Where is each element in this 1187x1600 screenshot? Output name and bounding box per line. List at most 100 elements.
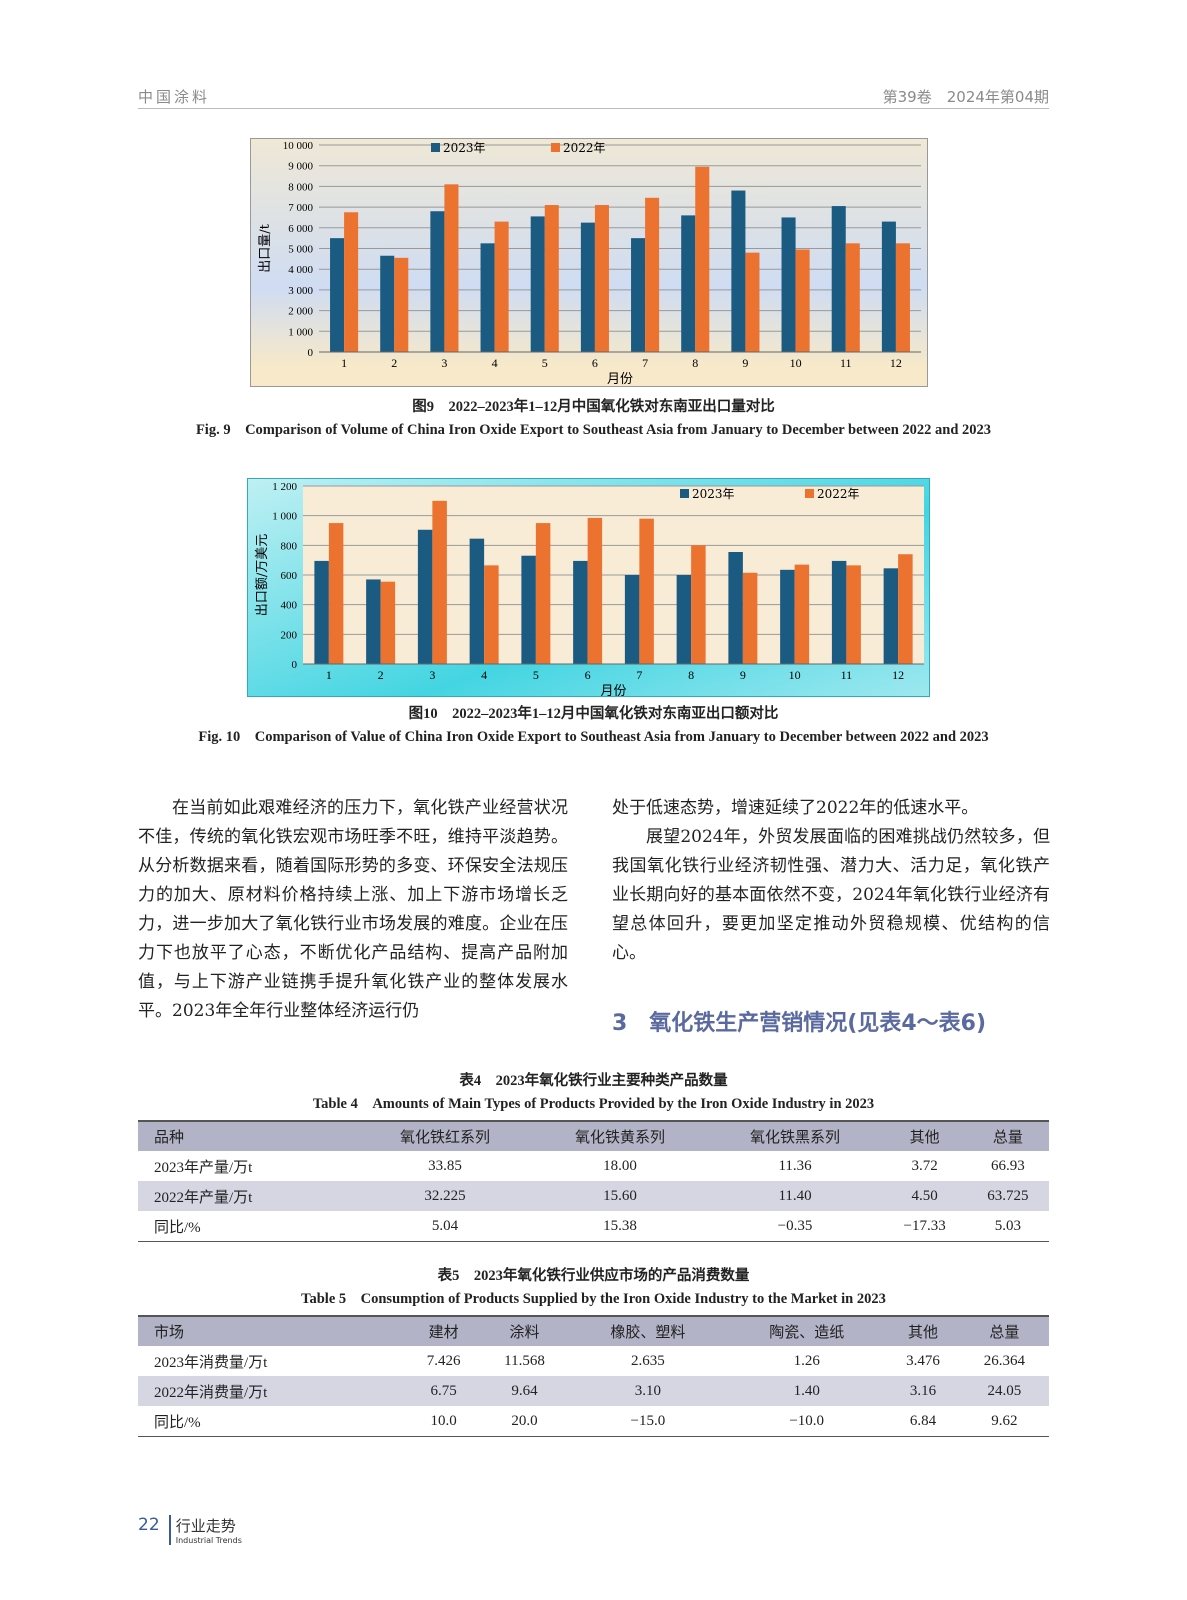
fig9-title-en: Fig. 9 Comparison of Volume of China Iro… <box>195 422 992 438</box>
bar-2023年-7 <box>631 238 646 352</box>
table-cell: 26.364 <box>983 1352 1026 1369</box>
column-header: 氧化铁红系列 <box>357 1120 533 1151</box>
footer: 22 行业走势 Industrial Trends <box>138 1515 242 1547</box>
x-tick-label: 7 <box>636 668 642 682</box>
table-cell: 2022年产量/万t <box>138 1181 358 1211</box>
x-tick-label: 7 <box>642 356 648 370</box>
column-header: 建材 <box>406 1315 481 1346</box>
table5-title-cn: 表5 2023年氧化铁行业供应市场的产品消费数量 <box>437 1268 750 1284</box>
bar-2023年-1 <box>314 560 329 664</box>
bar-2022年-12 <box>895 243 910 352</box>
table-cell: 2.635 <box>631 1352 665 1369</box>
column-header: 橡胶、塑料 <box>568 1315 728 1346</box>
bar-2023年-6 <box>573 560 588 664</box>
x-tick-label: 5 <box>533 668 539 682</box>
bar-2022年-6 <box>587 517 603 664</box>
bar-2022年-11 <box>845 243 860 352</box>
column-header: 氧化铁黄系列 <box>532 1120 708 1151</box>
running-header: 中国涂料 第39卷 2024年第04期 <box>138 86 1049 109</box>
x-tick-label: 11 <box>841 668 853 682</box>
table-row: 2023年产量/万t 33.85 18.00 11.36 3.72 66.93 <box>138 1151 1049 1181</box>
bar-2023年-7 <box>624 575 640 664</box>
fig10-caption: 图10 2022–2023年1–12月中国氧化铁对东南亚出口额对比 Fig. 1… <box>138 703 1049 749</box>
column-header: 其他 <box>886 1315 960 1346</box>
table-cell: 6.75 <box>406 1376 481 1406</box>
x-tick-label: 9 <box>742 356 748 370</box>
table-cell: 2023年消费量/万t <box>154 1354 268 1371</box>
x-tick-label: 1 <box>326 668 332 682</box>
bar-2023年-2 <box>380 255 395 352</box>
bar-2023年-4 <box>480 243 495 352</box>
column-header: 总量 <box>959 1315 1049 1346</box>
table-row: 同比/% 10.0 20.0 −15.0 −10.0 6.84 9.62 <box>138 1406 1049 1437</box>
y-tick-label: 8 000 <box>288 181 313 193</box>
bar-2023年-9 <box>728 552 743 664</box>
bar-2022年-8 <box>695 166 710 352</box>
y-tick-label: 2 000 <box>288 306 313 318</box>
bar-2023年-8 <box>676 575 692 664</box>
x-axis-label: 月份 <box>607 372 633 387</box>
y-tick-label: 5 000 <box>288 244 313 256</box>
x-tick-label: 12 <box>890 356 902 370</box>
bar-2022年-8 <box>691 545 706 664</box>
y-tick-label: 9 000 <box>288 161 313 173</box>
y-tick-label: 1 000 <box>288 326 313 338</box>
y-tick-label: 0 <box>292 659 298 671</box>
table-cell: 18.00 <box>603 1157 637 1174</box>
bar-2022年-4 <box>484 565 499 664</box>
table-cell: 11.36 <box>778 1157 812 1174</box>
fig9-title-cn: 图9 2022–2023年1–12月中国氧化铁对东南亚出口量对比 <box>412 399 775 415</box>
x-tick-label: 4 <box>492 356 498 370</box>
bar-2023年-12 <box>883 568 899 664</box>
bar-2023年-4 <box>469 538 485 664</box>
table-cell: 11.40 <box>707 1181 883 1211</box>
bar-2023年-8 <box>681 215 696 352</box>
bar-2022年-4 <box>494 221 509 352</box>
table-cell: 9.62 <box>991 1412 1018 1429</box>
table-cell: 5.04 <box>431 1217 459 1234</box>
y-tick-label: 200 <box>281 629 298 641</box>
bar-2023年-5 <box>530 216 545 352</box>
legend-swatch <box>551 143 560 152</box>
legend-label: 2022年 <box>817 487 860 501</box>
column-header: 其他 <box>882 1120 967 1151</box>
bar-2022年-1 <box>328 523 344 664</box>
x-tick-label: 10 <box>790 356 802 370</box>
bar-2022年-9 <box>742 572 758 664</box>
table5-title-en: Table 5 Consumption of Products Supplied… <box>301 1291 886 1307</box>
table-cell: 7.426 <box>426 1352 461 1369</box>
y-tick-label: 7 000 <box>288 202 313 214</box>
bar-2022年-12 <box>898 554 913 664</box>
bar-2023年-5 <box>521 555 536 664</box>
table4: 品种 氧化铁红系列 氧化铁黄系列 氧化铁黑系列 其他 总量 2023年产量/万t 33.85 1… <box>138 1120 1049 1242</box>
table-cell: −15.0 <box>630 1412 666 1429</box>
table-cell: −10.0 <box>789 1412 825 1429</box>
x-tick-label: 5 <box>542 356 548 370</box>
bar-2023年-3 <box>417 529 433 664</box>
y-axis-label: 出口量/t <box>258 223 273 272</box>
table-cell: −0.35 <box>777 1217 813 1234</box>
table-cell: 63.725 <box>966 1181 1049 1211</box>
table-cell: 3.16 <box>886 1376 960 1406</box>
bar-2022年-1 <box>344 212 359 352</box>
legend-label: 2022年 <box>563 141 606 155</box>
section-heading: 3 氧化铁生产营销情况(见表4～表6) <box>612 1011 987 1036</box>
column-header: 氧化铁黑系列 <box>707 1120 883 1151</box>
fig9-caption: 图9 2022–2023年1–12月中国氧化铁对东南亚出口量对比 Fig. 9 … <box>138 396 1049 442</box>
x-tick-label: 3 <box>441 356 447 370</box>
table-cell: 10.0 <box>430 1412 457 1429</box>
bar-2022年-10 <box>795 249 810 352</box>
column-header: 涂料 <box>480 1315 569 1346</box>
body-left: 在当前如此艰难经济的压力下，氧化铁产业经营状况不佳，传统的氧化铁宏观市场旺季不旺… <box>138 794 568 1026</box>
table-row: 2022年产量/万t 32.225 15.60 11.40 4.50 63.725 <box>138 1181 1049 1211</box>
bar-2023年-11 <box>831 206 846 352</box>
page-number: 22 <box>138 1515 160 1535</box>
table4-caption: 表4 2023年氧化铁行业主要种类产品数量 Table 4 Amounts of… <box>138 1070 1049 1116</box>
x-tick-label: 9 <box>740 668 746 682</box>
x-tick-label: 12 <box>892 668 904 682</box>
table-cell: 3.72 <box>911 1157 938 1174</box>
x-tick-label: 11 <box>840 356 852 370</box>
bar-2022年-7 <box>639 518 654 664</box>
table-cell: 4.50 <box>882 1181 967 1211</box>
